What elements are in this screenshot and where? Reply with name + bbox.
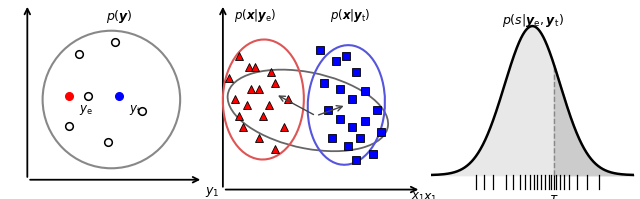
- Text: $\tau$: $\tau$: [549, 192, 559, 199]
- Text: $y_1$: $y_1$: [205, 185, 220, 199]
- Text: $p(\boldsymbol{x}|\boldsymbol{y}_{\mathrm{t}})$: $p(\boldsymbol{x}|\boldsymbol{y}_{\mathr…: [330, 7, 371, 24]
- Text: $p(\boldsymbol{y})$: $p(\boldsymbol{y})$: [106, 8, 132, 25]
- Text: $p(s|\boldsymbol{y}_{\mathrm{e}}, \boldsymbol{y}_{\mathrm{t}})$: $p(s|\boldsymbol{y}_{\mathrm{e}}, \bolds…: [502, 12, 563, 29]
- Text: $y_{\mathrm{t}}$: $y_{\mathrm{t}}$: [129, 103, 141, 117]
- Text: $x_1$: $x_1$: [412, 191, 425, 199]
- Text: $x_1$: $x_1$: [423, 192, 438, 199]
- Text: $p(\boldsymbol{x}|\boldsymbol{y}_{\mathrm{e}})$: $p(\boldsymbol{x}|\boldsymbol{y}_{\mathr…: [234, 7, 276, 24]
- Text: $y_{\mathrm{e}}$: $y_{\mathrm{e}}$: [79, 103, 93, 117]
